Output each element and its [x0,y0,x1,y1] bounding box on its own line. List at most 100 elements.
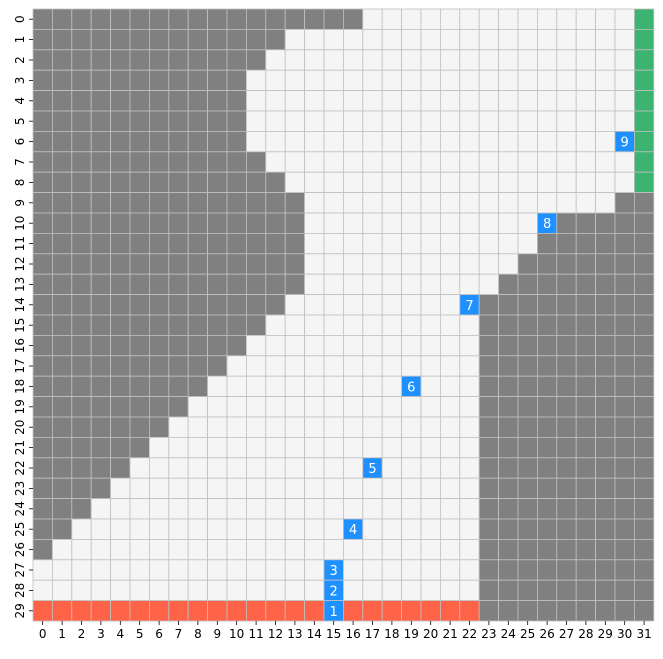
empty-cell [226,518,247,540]
empty-cell [459,130,480,153]
wall-cell [537,314,558,336]
empty-cell [284,579,306,602]
empty-cell [401,171,422,193]
start-cell [459,600,480,622]
empty-cell [265,355,286,377]
empty-cell [323,130,344,153]
empty-cell [517,232,538,255]
empty-cell [362,273,383,296]
wall-cell [478,436,500,459]
empty-cell [575,171,597,193]
empty-cell [498,69,519,91]
wall-cell [129,294,150,316]
y-tick-label: 6 [13,138,27,146]
wall-cell [478,600,500,622]
wall-cell [129,253,150,275]
wall-cell [129,416,150,438]
wall-cell [284,212,306,234]
empty-cell [478,28,500,51]
empty-cell [439,457,461,479]
wall-cell [110,192,131,214]
wall-cell [556,375,577,398]
empty-cell [304,436,325,459]
wall-cell [52,314,73,336]
wall-cell [129,110,150,132]
x-tick-label: 6 [155,627,163,641]
wall-cell [556,477,577,500]
wall-cell [110,294,131,316]
wall-cell [52,396,73,418]
wall-cell [556,334,577,357]
wall-cell [187,90,208,112]
x-tick-label: 14 [307,627,322,641]
empty-cell [207,559,228,581]
empty-cell [459,559,480,581]
empty-cell [420,375,441,398]
wall-cell [71,334,92,357]
wall-cell [129,436,150,459]
start-cell [168,600,189,622]
empty-cell [284,314,306,336]
wall-cell [32,396,53,418]
empty-cell [459,110,480,132]
empty-cell [226,559,247,581]
empty-cell [517,8,538,30]
empty-cell [32,559,53,581]
wall-cell [52,457,73,479]
wall-cell [478,579,500,602]
empty-cell [323,457,344,479]
wall-cell [575,273,597,296]
wall-cell [52,28,73,51]
wall-cell [187,334,208,357]
empty-cell [401,334,422,357]
empty-cell [381,8,403,30]
empty-cell [459,375,480,398]
empty-cell [168,436,189,459]
wall-cell [71,49,92,71]
empty-cell [420,151,441,173]
empty-cell [401,579,422,602]
wall-cell [168,171,189,193]
wall-cell [498,273,519,296]
wall-cell [71,232,92,255]
empty-cell [284,559,306,581]
wall-cell [148,396,170,418]
x-tick-label: 13 [287,627,302,641]
wall-cell [187,314,208,336]
wall-cell [556,436,577,459]
empty-cell [265,539,286,561]
empty-cell [498,130,519,153]
wall-cell [148,151,170,173]
x-tick-label: 0 [39,627,47,641]
empty-cell [245,579,267,602]
empty-cell [439,273,461,296]
empty-cell [575,28,597,51]
empty-cell [342,539,364,561]
empty-cell [439,375,461,398]
wall-cell [32,130,53,153]
empty-cell [129,477,150,500]
empty-cell [284,49,306,71]
wall-cell [517,416,538,438]
wall-cell [614,457,635,479]
wall-cell [634,375,655,398]
empty-cell [439,192,461,214]
wall-cell [595,416,616,438]
empty-cell [207,498,228,520]
wall-cell [52,8,73,30]
wall-cell [187,69,208,91]
y-tick-label: 24 [13,501,27,516]
empty-cell [245,416,267,438]
wall-cell [168,192,189,214]
x-tick-label: 25 [520,627,535,641]
empty-cell [323,314,344,336]
empty-cell [595,90,616,112]
wall-cell [32,273,53,296]
empty-cell [478,8,500,30]
wall-cell [187,151,208,173]
empty-cell [459,314,480,336]
wall-cell [634,396,655,418]
wall-cell [168,69,189,91]
empty-cell [381,375,403,398]
empty-cell [110,539,131,561]
